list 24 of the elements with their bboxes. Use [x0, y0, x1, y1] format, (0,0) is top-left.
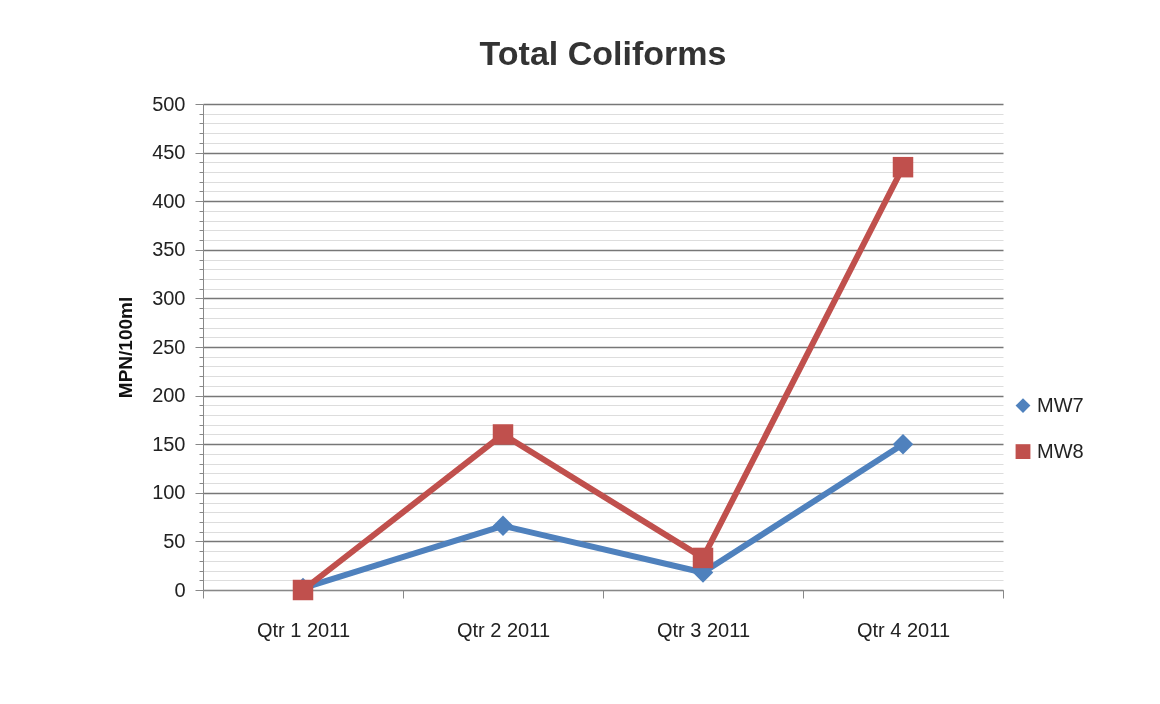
point: [492, 424, 514, 445]
point: [892, 433, 914, 455]
y-tick-label: 500: [152, 92, 186, 115]
y-tick-label: 300: [152, 286, 186, 309]
y-tick-label: 200: [152, 384, 186, 407]
y-tick-label: 450: [152, 141, 186, 164]
y-tick-label: 400: [152, 189, 186, 212]
y-axis-title: MPN/100ml: [115, 296, 137, 399]
point: [492, 515, 514, 537]
y-tick-label: 0: [174, 578, 186, 601]
y-tick-label: 100: [152, 481, 186, 504]
legend-label: MW7: [1037, 393, 1084, 416]
y-tick-label: 250: [152, 335, 186, 358]
x-tick-label: Qtr 2 2011: [456, 618, 551, 641]
y-tick-label: 150: [152, 432, 186, 455]
x-tick-label: Qtr 1 2011: [256, 618, 351, 641]
point: [692, 547, 714, 569]
legend-label: MW8: [1037, 439, 1084, 462]
point: [892, 156, 914, 178]
chart-title: Total Coliforms: [479, 34, 727, 72]
x-tick-label: Qtr 4 2011: [856, 618, 951, 641]
x-tick-label: Qtr 3 2011: [656, 618, 751, 641]
y-tick-label: 350: [152, 238, 186, 261]
y-tick-label: 50: [163, 529, 186, 552]
